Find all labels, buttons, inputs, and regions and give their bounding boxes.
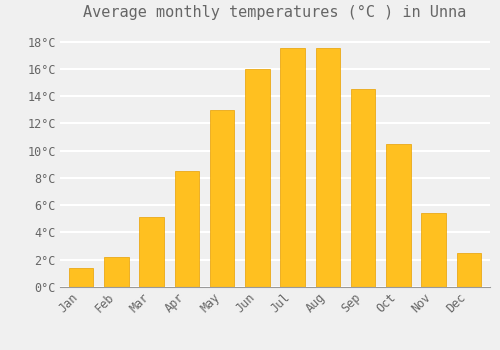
Bar	[210, 110, 234, 287]
Bar	[386, 144, 410, 287]
Bar	[456, 253, 481, 287]
Bar	[140, 217, 164, 287]
Bar	[245, 69, 270, 287]
Bar	[422, 214, 446, 287]
Title: Average monthly temperatures (°C ) in Unna: Average monthly temperatures (°C ) in Un…	[84, 5, 466, 20]
Bar	[316, 48, 340, 287]
Bar	[104, 257, 128, 287]
Bar	[351, 89, 376, 287]
Bar	[69, 268, 94, 287]
Bar	[174, 171, 199, 287]
Bar	[280, 48, 305, 287]
